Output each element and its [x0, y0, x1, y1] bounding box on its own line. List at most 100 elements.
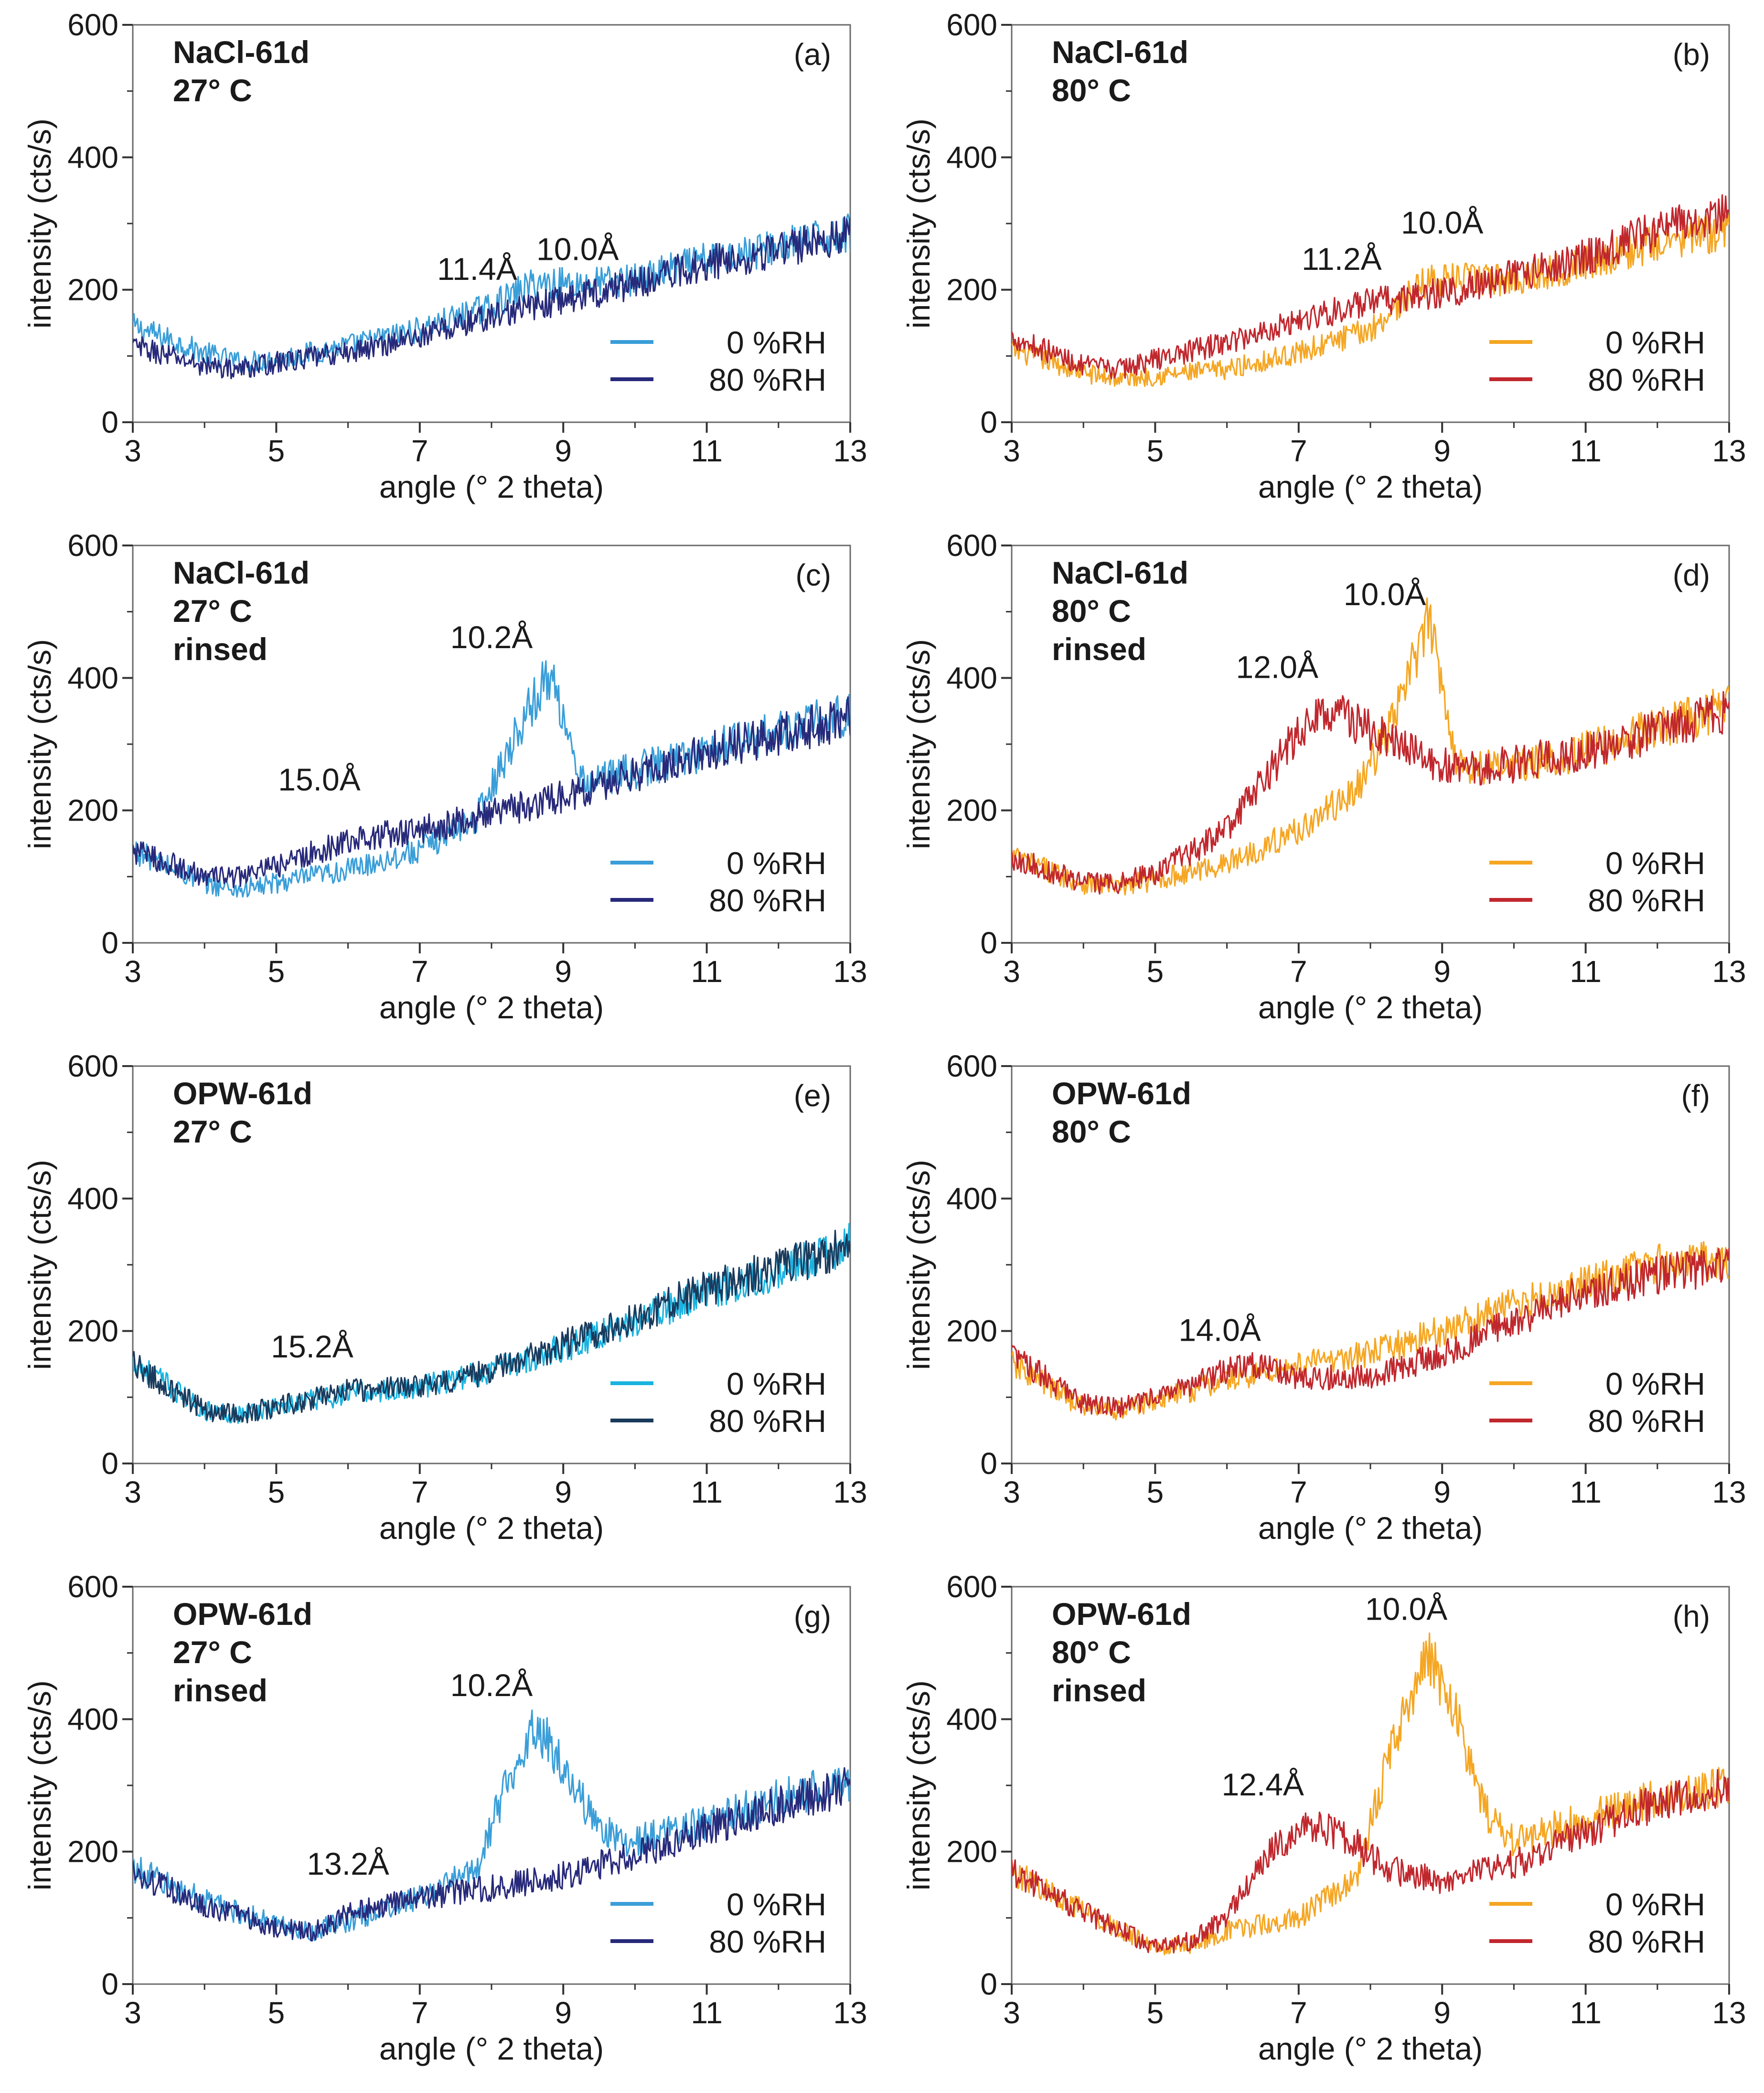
- y-tick-label: 400: [946, 140, 997, 174]
- y-tick-label: 0: [980, 1967, 997, 2001]
- x-tick-label: 5: [1147, 954, 1164, 989]
- y-tick-label: 600: [946, 8, 997, 42]
- chart-panel-h: 0 200 400 600 3 5 7 9 11 13 angle (° 2 theta) inten…: [901, 1570, 1746, 2066]
- sample-label: 80° C: [1052, 593, 1131, 629]
- sample-label: OPW-61d: [1052, 1076, 1191, 1111]
- sample-label: 27° C: [173, 593, 252, 629]
- sample-label: 80° C: [1052, 1114, 1131, 1149]
- panel-letter: (h): [1673, 1599, 1710, 1634]
- sample-label: OPW-61d: [173, 1596, 312, 1632]
- y-tick-label: 400: [67, 1181, 118, 1216]
- series-line-0rh: [133, 1223, 850, 1424]
- legend-label: 0 %RH: [1605, 1366, 1705, 1401]
- x-tick-label: 7: [411, 954, 428, 989]
- legend-label: 80 %RH: [709, 1403, 826, 1439]
- legend-label: 80 %RH: [1588, 362, 1705, 397]
- series-line-80rh: [1012, 194, 1729, 380]
- y-tick-label: 600: [946, 528, 997, 563]
- legend-label: 0 %RH: [727, 325, 826, 360]
- x-tick-label: 7: [1290, 1996, 1307, 2030]
- x-tick-label: 11: [691, 1475, 722, 1509]
- y-tick-label: 200: [946, 793, 997, 828]
- chart-panel-b: 0 200 400 600 3 5 7 9 11 13 angle (° 2 theta) inten…: [901, 8, 1746, 504]
- x-tick-label: 9: [1433, 954, 1451, 989]
- x-tick-label: 13: [833, 1475, 867, 1509]
- x-tick-label: 7: [411, 1996, 428, 2030]
- x-tick-label: 9: [555, 1996, 572, 2030]
- y-tick-label: 400: [67, 661, 118, 695]
- x-tick-label: 7: [411, 434, 428, 468]
- series-line-0rh: [1012, 597, 1729, 896]
- y-tick-label: 600: [946, 1049, 997, 1083]
- sample-label: NaCl-61d: [1052, 34, 1188, 70]
- x-tick-label: 3: [1003, 434, 1020, 468]
- y-tick-label: 0: [101, 1967, 118, 2001]
- x-tick-label: 7: [411, 1475, 428, 1509]
- x-tick-label: 11: [691, 1996, 722, 2030]
- peak-label: 11.4Å: [437, 251, 517, 287]
- x-tick-label: 13: [833, 954, 867, 989]
- x-tick-label: 5: [1147, 1996, 1164, 2030]
- y-tick-label: 200: [67, 1835, 118, 1869]
- series-line-80rh: [1012, 1248, 1729, 1418]
- legend-label: 0 %RH: [727, 1887, 826, 1922]
- chart-panel-d: 0 200 400 600 3 5 7 9 11 13 angle (° 2 theta) inten…: [901, 528, 1746, 1025]
- x-tick-label: 13: [833, 1996, 867, 2030]
- x-tick-label: 13: [1712, 434, 1746, 468]
- sample-label: rinsed: [173, 631, 267, 667]
- x-tick-label: 3: [1003, 1475, 1020, 1509]
- sample-label: NaCl-61d: [173, 34, 310, 70]
- x-tick-label: 5: [1147, 1475, 1164, 1509]
- sample-label: 80° C: [1052, 1634, 1131, 1670]
- legend-label: 80 %RH: [709, 362, 826, 397]
- y-tick-label: 0: [101, 1446, 118, 1481]
- x-tick-label: 7: [1290, 1475, 1307, 1509]
- y-tick-label: 200: [946, 1314, 997, 1348]
- y-tick-label: 200: [67, 273, 118, 307]
- sample-label: 27° C: [173, 1114, 252, 1149]
- x-tick-label: 3: [124, 1475, 141, 1509]
- x-tick-label: 9: [1433, 1996, 1451, 2030]
- x-tick-label: 9: [555, 434, 572, 468]
- chart-panel-e: 0 200 400 600 3 5 7 9 11 13 angle (° 2 theta) inten…: [22, 1049, 867, 1546]
- y-tick-label: 0: [980, 405, 997, 439]
- x-tick-label: 3: [124, 954, 141, 989]
- y-tick-label: 200: [946, 1835, 997, 1869]
- panel-letter: (f): [1681, 1079, 1710, 1113]
- panel-letter: (a): [794, 37, 831, 72]
- series-line-80rh: [133, 216, 850, 379]
- x-axis-title: angle (° 2 theta): [1258, 990, 1483, 1025]
- x-tick-label: 13: [1712, 1996, 1746, 2030]
- y-tick-label: 600: [67, 1570, 118, 1604]
- x-tick-label: 11: [1570, 1475, 1601, 1509]
- series-line-80rh: [133, 1229, 850, 1424]
- chart-panel-f: 0 200 400 600 3 5 7 9 11 13 angle (° 2 theta) inten…: [901, 1049, 1746, 1546]
- peak-label: 10.2Å: [450, 619, 533, 655]
- panel-letter: (b): [1673, 37, 1710, 72]
- x-axis-title: angle (° 2 theta): [379, 2031, 604, 2066]
- peak-label: 14.0Å: [1178, 1312, 1261, 1347]
- y-tick-label: 200: [67, 1314, 118, 1348]
- y-tick-label: 0: [101, 926, 118, 960]
- sample-label: 27° C: [173, 1634, 252, 1670]
- x-axis-title: angle (° 2 theta): [379, 1510, 604, 1546]
- peak-label: 10.0Å: [1365, 1591, 1447, 1626]
- x-tick-label: 5: [268, 954, 285, 989]
- y-tick-label: 400: [946, 1702, 997, 1736]
- x-tick-label: 5: [268, 1996, 285, 2030]
- x-tick-label: 13: [833, 434, 867, 468]
- legend-label: 80 %RH: [709, 883, 826, 918]
- sample-label: OPW-61d: [173, 1076, 312, 1111]
- y-tick-label: 0: [980, 926, 997, 960]
- y-tick-label: 400: [946, 1181, 997, 1216]
- peak-label: 11.2Å: [1302, 241, 1382, 277]
- x-axis-title: angle (° 2 theta): [1258, 2031, 1483, 2066]
- x-axis-title: angle (° 2 theta): [1258, 1510, 1483, 1546]
- x-tick-label: 11: [1570, 1996, 1601, 2030]
- x-tick-label: 11: [1570, 954, 1601, 989]
- y-tick-label: 600: [67, 8, 118, 42]
- legend-label: 0 %RH: [1605, 845, 1705, 881]
- legend-label: 80 %RH: [709, 1924, 826, 1959]
- x-tick-label: 13: [1712, 954, 1746, 989]
- y-tick-label: 0: [980, 1446, 997, 1481]
